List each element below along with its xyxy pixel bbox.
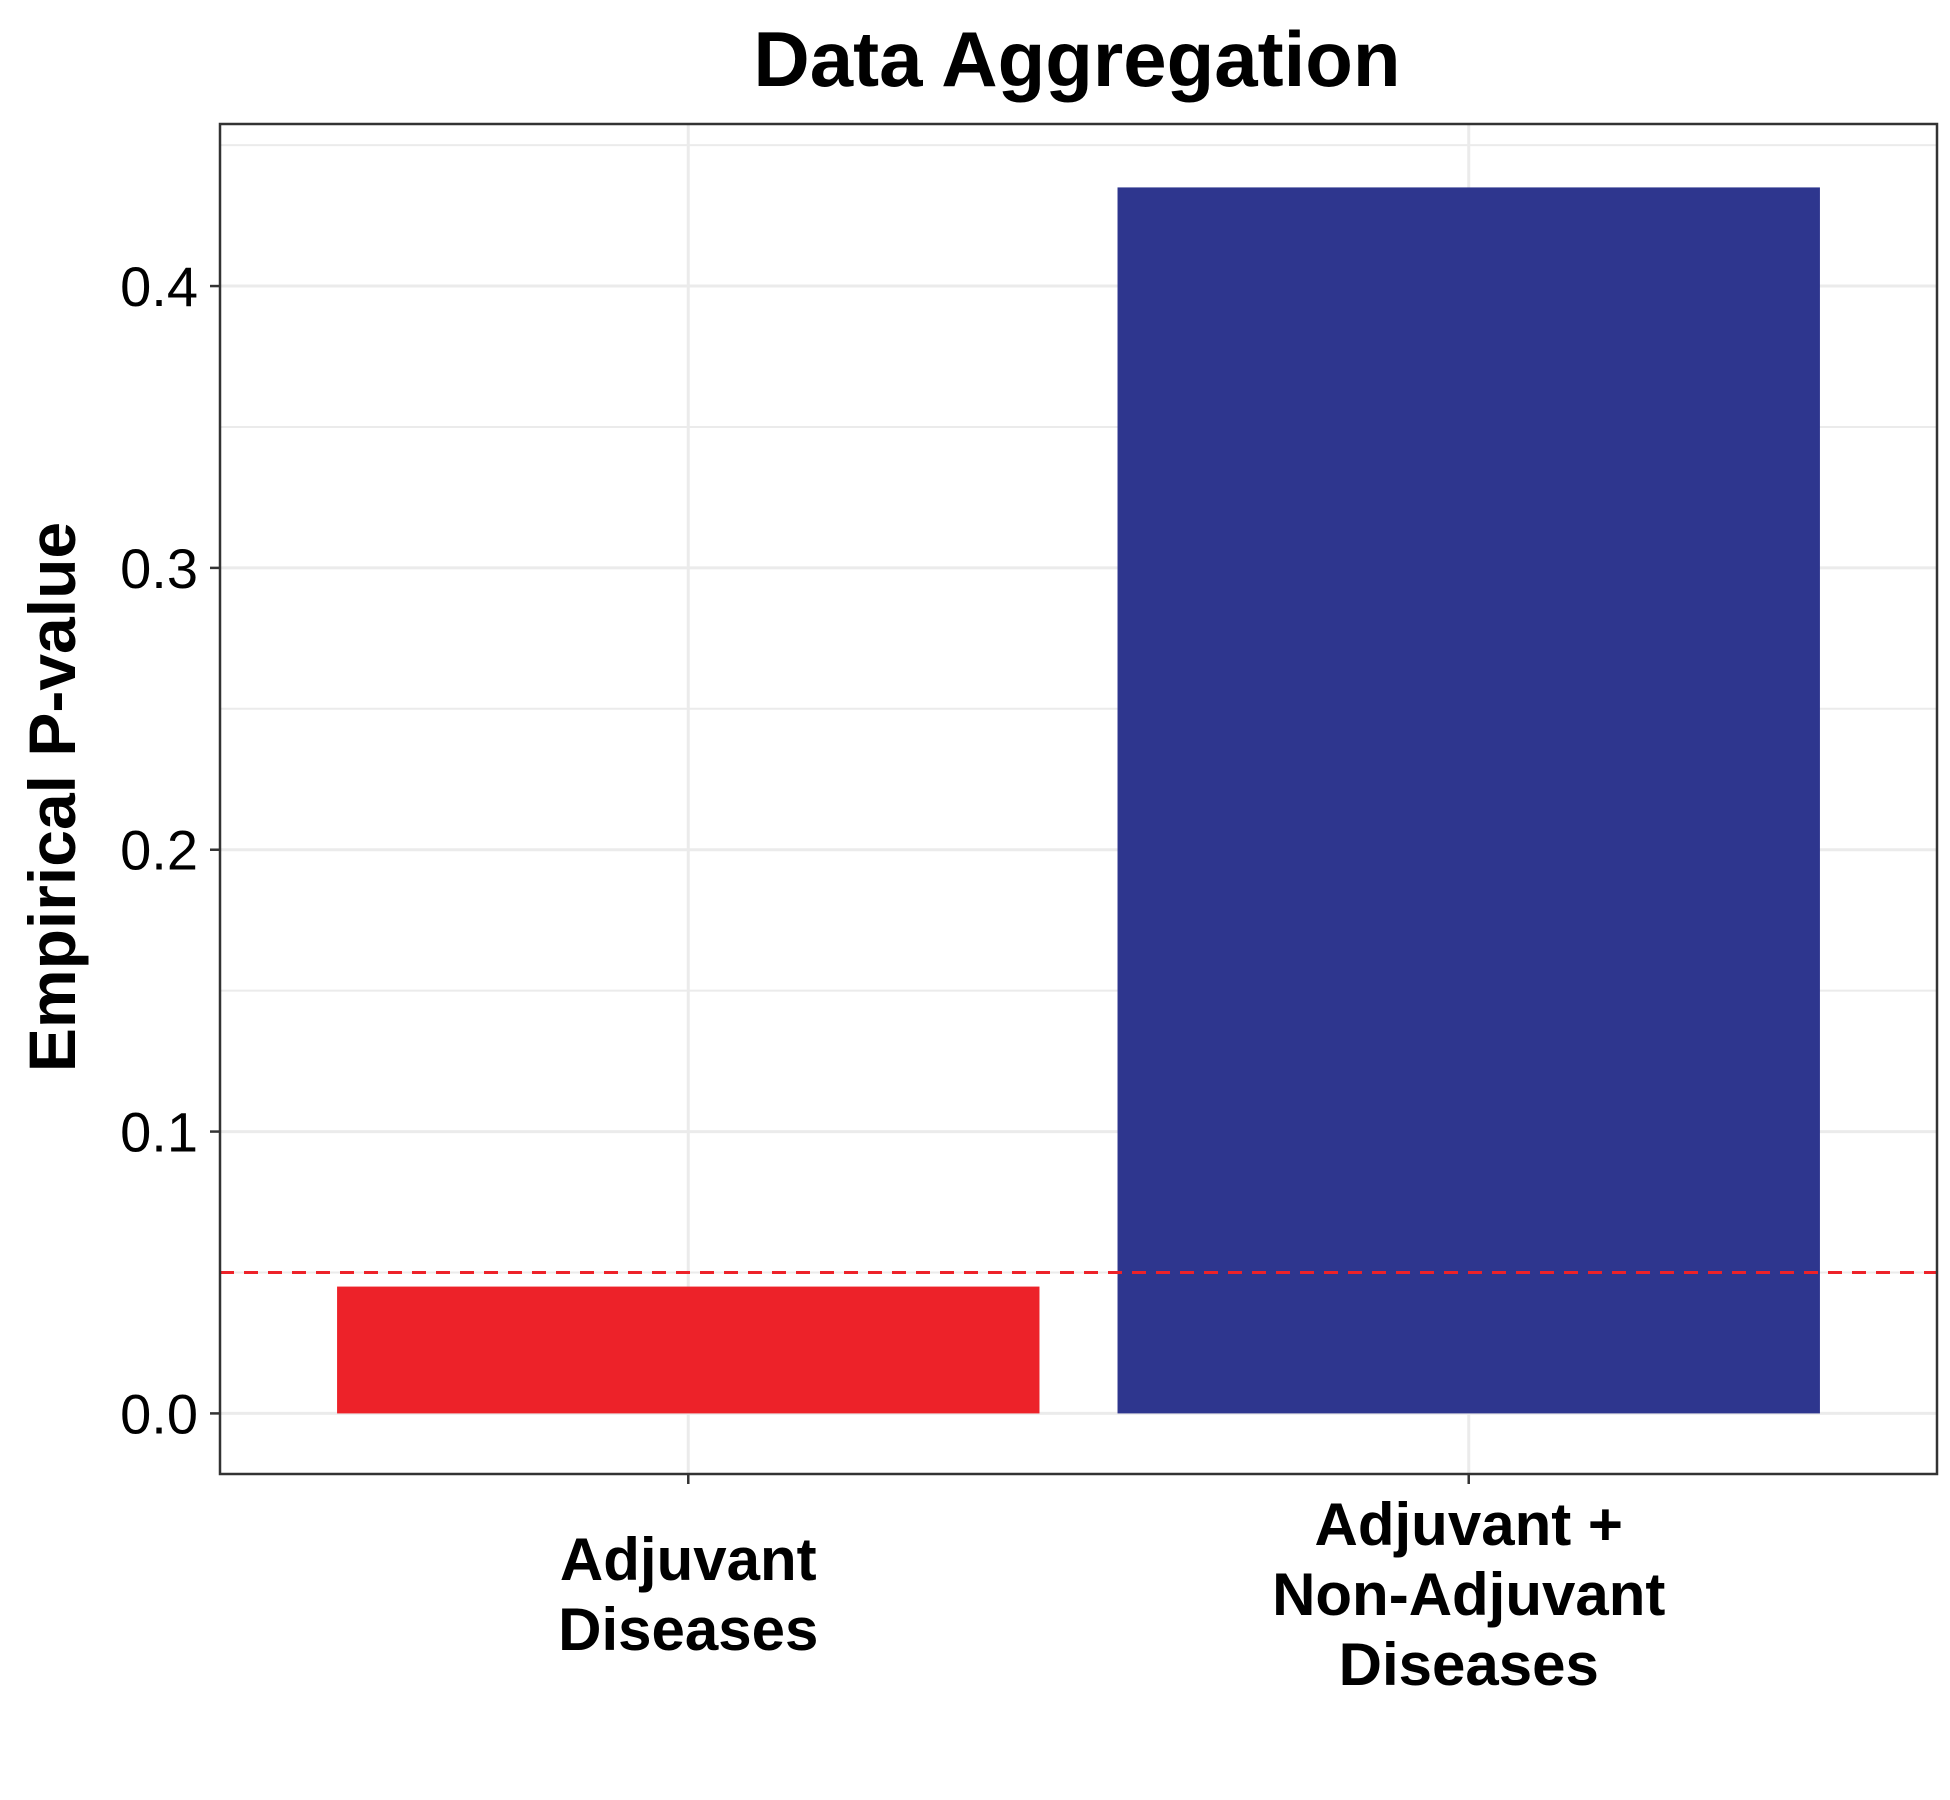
y-axis-label: Empirical P-value [15,522,89,1072]
x-tick-label: Adjuvant + Non-Adjuvant Diseases [1272,1491,1665,1698]
y-tick-label: 0.4 [120,255,198,318]
x-tick-label-line: Non-Adjuvant [1272,1561,1665,1628]
y-tick-label: 0.0 [120,1382,198,1445]
bars [337,187,1820,1414]
gridlines [220,124,1937,1474]
x-tick-label-line: Diseases [1339,1631,1599,1698]
x-tick-label: Adjuvant Diseases [558,1526,818,1663]
bar-1 [337,1286,1040,1414]
x-tick-label-line: Adjuvant + [1315,1491,1623,1558]
y-tick-label: 0.1 [120,1101,198,1164]
bar-2 [1117,187,1820,1414]
y-tick-label: 0.3 [120,537,198,600]
y-tick-label: 0.2 [120,819,198,882]
y-axis: 0.0 0.1 0.2 0.3 0.4 [120,255,220,1445]
chart-title: Data Aggregation [753,15,1400,103]
x-tick-label-line: Diseases [558,1596,818,1663]
plot-panel-border [218,122,1939,1476]
x-tick-label-line: Adjuvant [560,1526,817,1593]
